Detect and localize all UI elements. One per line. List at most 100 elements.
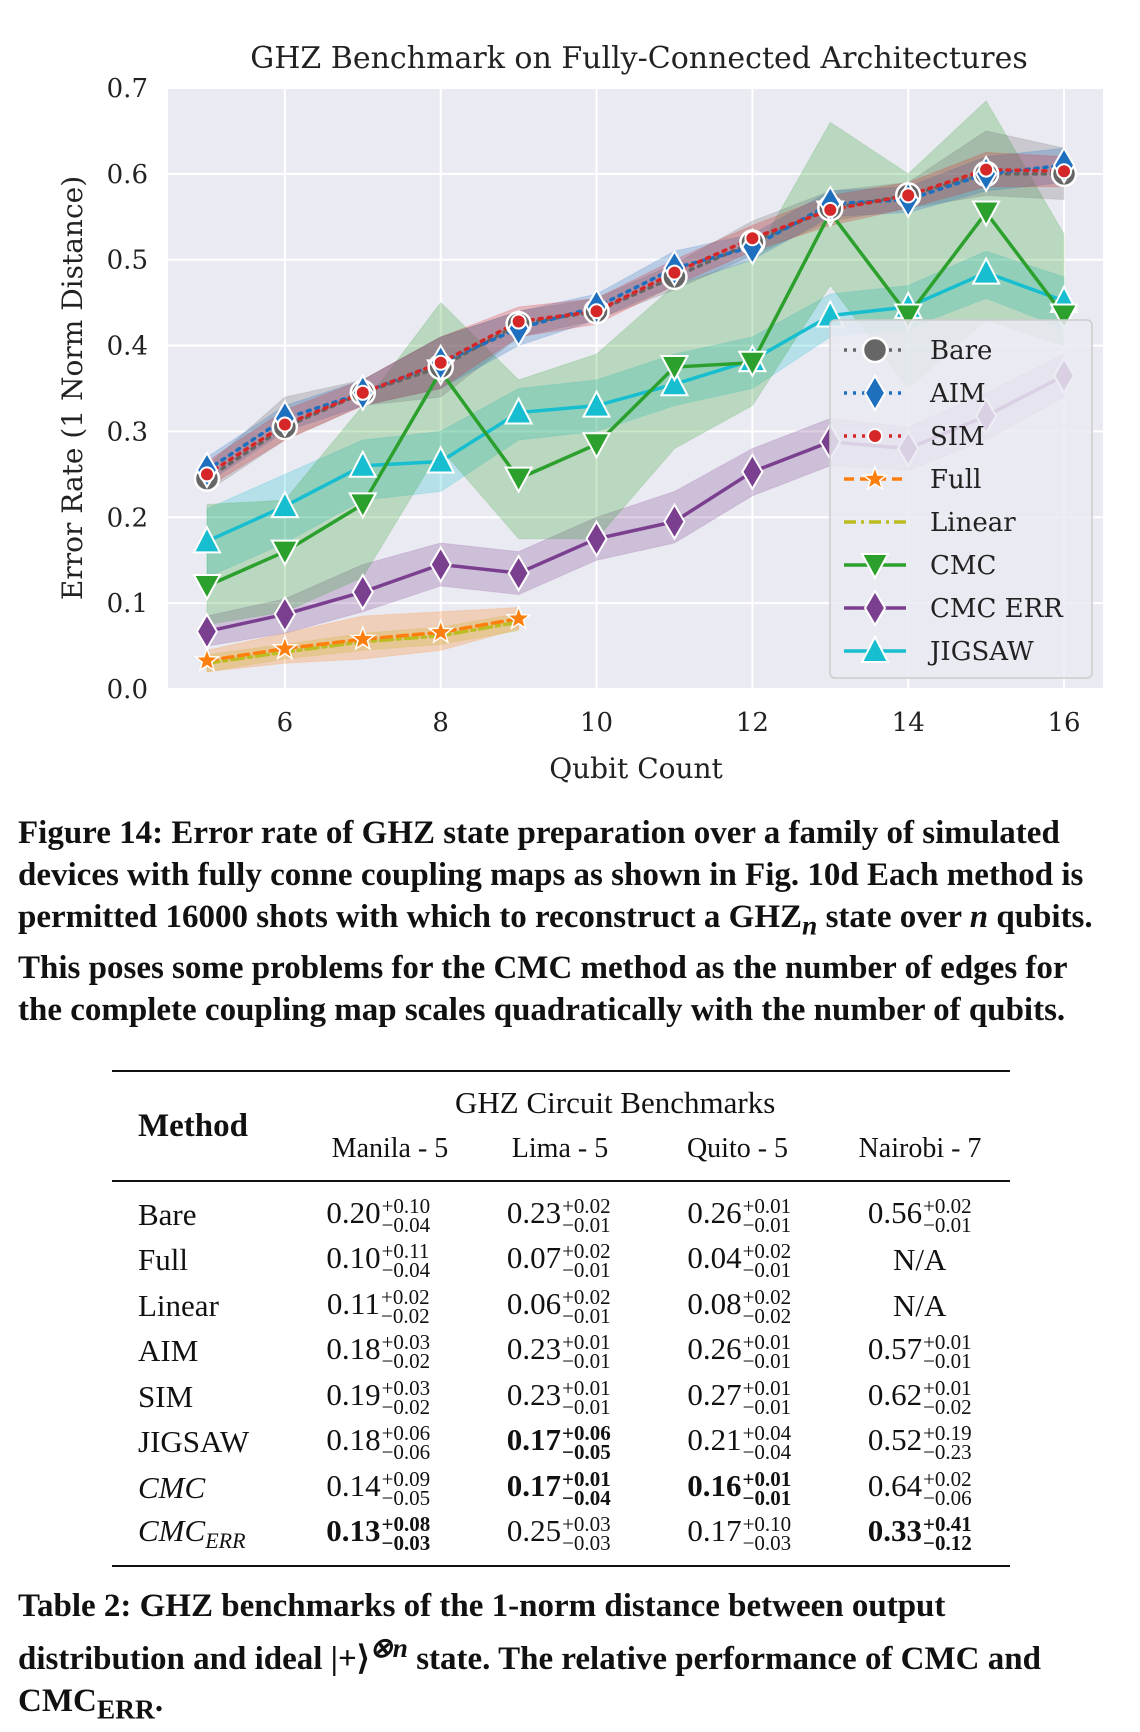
lower-bound: −0.04	[562, 1485, 611, 1510]
diamond-marker	[663, 502, 686, 541]
dot-marker	[666, 264, 683, 281]
lower-bound: −0.02	[381, 1394, 431, 1419]
triangle-down-marker	[737, 350, 768, 378]
value-cell: N/A	[830, 1238, 1011, 1284]
col-header-manila: Manila - 5	[331, 1133, 449, 1164]
triangle-up-marker	[348, 449, 378, 478]
value-main: 0.64	[867, 1467, 923, 1503]
star-marker	[193, 646, 221, 673]
value-bounds: +0.01 −0.01	[923, 1330, 972, 1372]
value-cell: 0.52 +0.19 −0.23	[830, 1420, 1011, 1466]
col-header-lima: Lima - 5	[511, 1133, 609, 1164]
value-cell: 0.08 +0.02 −0.02	[649, 1283, 830, 1329]
table-caption: Table 2: GHZ benchmarks of the 1-norm di…	[18, 1585, 1118, 1731]
triangle-down-marker	[860, 553, 890, 581]
table-caption-sup: ⊗n	[369, 1632, 408, 1663]
upper-bound: +0.01	[562, 1330, 611, 1355]
method-cell: Bare	[138, 1196, 197, 1232]
lower-bound: −0.02	[381, 1303, 430, 1328]
lower-bound: −0.05	[562, 1440, 611, 1465]
upper-bound: +0.01	[923, 1330, 972, 1355]
diamond-marker	[863, 374, 887, 412]
value-main: 0.62	[867, 1376, 923, 1412]
diamond-marker	[741, 452, 764, 491]
lower-bound: −0.04	[381, 1212, 431, 1237]
value-bounds: +0.04 −0.04	[743, 1423, 792, 1463]
y-tick-label: 0.3	[107, 417, 148, 447]
value-cell: 0.26 +0.01 −0.01	[649, 1329, 830, 1375]
star-marker	[861, 464, 889, 491]
value-main: 0.26	[687, 1194, 742, 1230]
lower-bound: −0.01	[562, 1258, 611, 1283]
cmc-line	[205, 209, 1066, 588]
upper-bound: +0.06	[381, 1421, 431, 1446]
value-bounds: +0.02 −0.02	[381, 1286, 430, 1328]
upper-bound: +0.02	[742, 1284, 792, 1309]
value-main: 0.04	[687, 1240, 742, 1276]
value-cell: 0.26 +0.01 −0.01	[649, 1192, 830, 1238]
figure-caption-sub: n	[802, 909, 818, 941]
value-cell: 0.06 +0.02 −0.01	[469, 1283, 650, 1329]
table-caption-text3: .	[154, 1683, 164, 1719]
value-bounds: +0.02 −0.06	[923, 1468, 972, 1508]
upper-bound: +0.01	[742, 1330, 792, 1355]
value-cell: 0.23 +0.01 −0.01	[469, 1329, 650, 1375]
value-bounds: +0.02 −0.01	[742, 1241, 792, 1283]
table-caption-text: GHZ benchmarks of the 1-norm distance be…	[18, 1588, 946, 1677]
value-bounds: +0.06 −0.06	[381, 1421, 431, 1463]
value-bounds: +0.01 −0.01	[743, 1377, 792, 1417]
upper-bound: +0.03	[381, 1330, 431, 1355]
lower-bound: −0.01	[742, 1485, 792, 1510]
x-axis-label: Qubit Count	[549, 752, 723, 785]
method-cell: Full	[138, 1242, 188, 1278]
value-bounds: +0.02 −0.01	[562, 1286, 611, 1326]
table-label: Table 2:	[18, 1588, 132, 1624]
value-bounds: +0.41 −0.12	[923, 1514, 972, 1554]
sim-line	[205, 167, 1066, 477]
method-cell: Linear	[138, 1287, 219, 1323]
value-cell: 0.07 +0.02 −0.01	[469, 1238, 650, 1284]
x-tick-label: 14	[892, 708, 925, 738]
group-header: GHZ Circuit Benchmarks	[455, 1085, 776, 1120]
x-tick-label: 16	[1047, 708, 1080, 738]
upper-bound: +0.08	[381, 1512, 431, 1537]
y-tick-label: 0.0	[107, 675, 148, 705]
star-marker	[505, 604, 533, 631]
dot-marker	[510, 313, 527, 330]
value-bounds: +0.06 −0.05	[562, 1423, 611, 1465]
legend: Bare AIM SIM Full Linear CMC CMC ERR JIGSAW	[829, 319, 1093, 679]
value-bounds: +0.01 −0.04	[562, 1468, 611, 1510]
upper-bound: +0.02	[923, 1193, 972, 1218]
upper-bound: +0.10	[742, 1512, 792, 1537]
value-main: 0.17	[687, 1513, 742, 1549]
upper-bound: +0.01	[923, 1375, 972, 1400]
lower-bound: −0.01	[742, 1258, 792, 1283]
value-main: 0.08	[687, 1285, 742, 1321]
dot-marker	[822, 201, 839, 218]
x-tick-label: 12	[736, 708, 769, 738]
table-row: Full 0.10 +0.11 −0.04 0.07 +0.02 −0.01 0.04 +0.0…	[112, 1238, 1010, 1284]
lower-bound: −0.01	[562, 1212, 611, 1237]
value-bounds: +0.03 −0.02	[381, 1377, 431, 1419]
dot-marker	[1056, 163, 1073, 180]
lower-bound: −0.04	[381, 1258, 431, 1283]
method-cell: CMC	[138, 1469, 206, 1505]
lower-bound: −0.01	[742, 1349, 792, 1374]
value-main: 0.17	[506, 1422, 562, 1458]
dot-marker	[867, 428, 883, 444]
y-tick-label: 0.2	[107, 503, 148, 533]
triangle-down-marker	[1049, 303, 1079, 331]
value-cell: 0.23 +0.01 −0.01	[469, 1374, 650, 1420]
value-cell: 0.17 +0.06 −0.05	[469, 1420, 650, 1466]
value-cell: 0.62 +0.01 −0.02	[830, 1374, 1011, 1420]
figure-label: Figure 14:	[18, 815, 164, 851]
method-header: Method	[138, 1108, 248, 1144]
value-cell: 0.56 +0.02 −0.01	[830, 1192, 1011, 1238]
legend-label: AIM	[929, 379, 986, 409]
lower-bound: −0.23	[923, 1440, 972, 1465]
value-cell: 0.27 +0.01 −0.01	[649, 1374, 830, 1420]
value-cell: 0.64 +0.02 −0.06	[830, 1465, 1011, 1511]
triangle-up-marker	[581, 389, 612, 418]
table-mid-rule	[112, 1180, 1010, 1182]
value-cell: N/A	[830, 1283, 1011, 1329]
